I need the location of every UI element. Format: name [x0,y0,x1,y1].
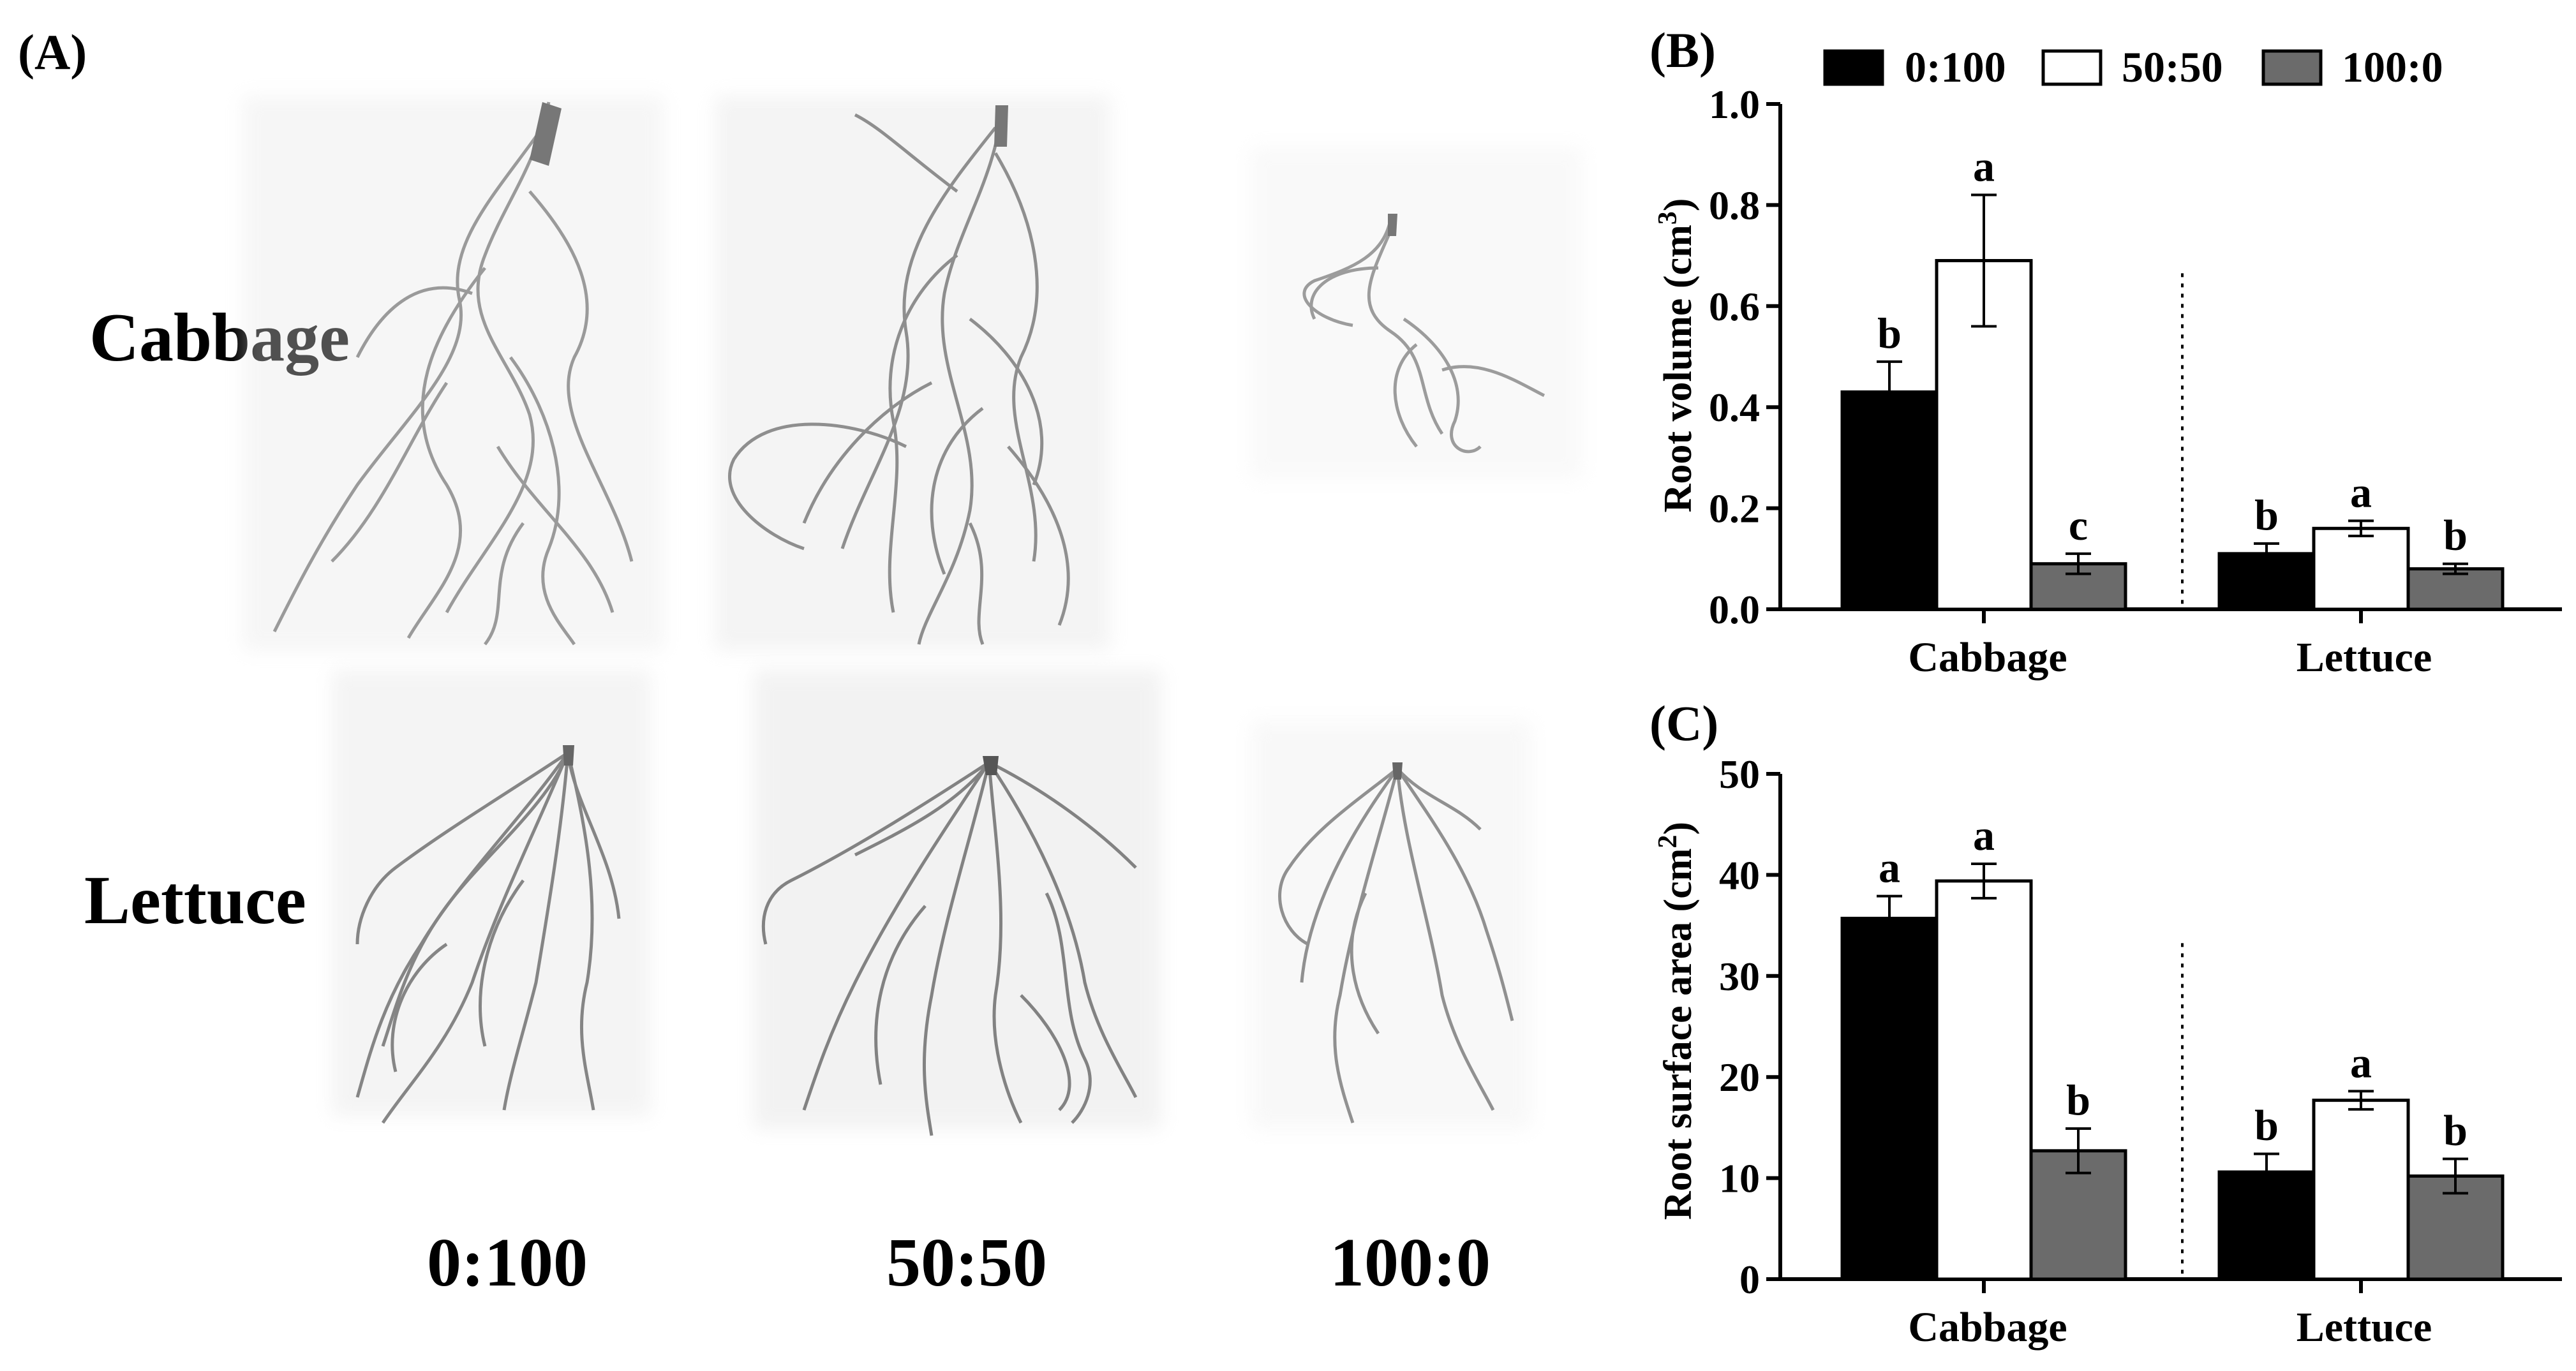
legend-label-100-0: 100:0 [2342,43,2443,91]
significance-letter: a [1973,142,1995,191]
chart-root-volume: (B) 0:100 50:50 100:0 Root volume (cm3) … [1649,22,2562,681]
col-label-100-0: 100:0 [1330,1225,1491,1301]
y-tick-label: 20 [1719,1055,1760,1100]
bar [1935,879,2033,1281]
bar [1840,917,1939,1281]
significance-letter: b [2443,1106,2468,1155]
col-label-0-100: 0:100 [427,1225,588,1301]
y-tick-label: 0.2 [1709,486,1760,531]
significance-letter: a [2350,468,2372,516]
significance-letter: b [2254,491,2279,539]
y-axis-title: Root surface area (cm2) [1653,822,1700,1220]
row-label-lettuce: Lettuce [84,863,306,938]
x-tick-label-lettuce: Lettuce [2297,634,2432,681]
significance-letter: b [2443,511,2468,560]
root-image-lettuce-0-100 [332,670,651,1124]
legend-label-50-50: 50:50 [2122,43,2223,91]
bar [1840,390,1939,611]
panel-a-label: (A) [18,24,87,80]
y-tick-label: 1.0 [1709,82,1760,127]
significance-letter: a [2350,1038,2372,1086]
y-tick-label: 40 [1719,852,1760,898]
x-tick-label-cabbage: Cabbage [1908,1304,2067,1351]
y-tick-label: 0.8 [1709,182,1760,228]
root-image-cabbage-100-0 [1251,147,1582,478]
y-tick-label: 0.6 [1709,284,1760,329]
root-image-cabbage-0-100 [242,96,664,651]
y-tick-label: 0 [1739,1257,1760,1302]
bar [2312,526,2410,611]
x-tick-label-cabbage: Cabbage [1908,634,2067,681]
chart-root-surface-area: (C) Root surface area (cm2) 0 10 20 30 40 50 a… [1649,695,2562,1351]
significance-letter: a [1879,843,1900,892]
significance-letter: b [2066,1076,2090,1124]
y-tick-label: 0.4 [1709,385,1760,430]
significance-letter: b [1877,309,1902,357]
panel-c-label: (C) [1649,695,1718,751]
legend-label-0-100: 0:100 [1905,43,2006,91]
significance-letter: c [2069,501,2088,549]
x-tick-label-lettuce: Lettuce [2297,1304,2432,1351]
root-image-lettuce-50-50 [753,670,1161,1136]
y-tick-label: 30 [1719,954,1760,999]
y-tick-label: 50 [1719,752,1760,797]
y-tick-label: 10 [1719,1156,1760,1201]
bar [2406,567,2505,611]
root-image-lettuce-100-0 [1251,721,1531,1129]
y-axis-title: Root volume (cm3) [1653,198,1700,513]
significance-letter: a [1973,811,1995,859]
panel-a: (A) Cabbage Lettuce 0:100 50:50 100:0 [18,24,1582,1301]
legend-swatch-100-0 [2261,49,2323,86]
col-label-50-50: 50:50 [886,1225,1047,1301]
legend: 0:100 50:50 100:0 [1823,43,2443,91]
legend-swatch-50-50 [2041,49,2103,86]
y-tick-label: 0.0 [1709,587,1760,632]
significance-letter: b [2254,1101,2279,1150]
root-image-cabbage-50-50 [715,96,1110,651]
panel-b-label: (B) [1649,22,1716,78]
bar [2312,1099,2410,1281]
legend-swatch-0-100 [1823,49,1884,86]
